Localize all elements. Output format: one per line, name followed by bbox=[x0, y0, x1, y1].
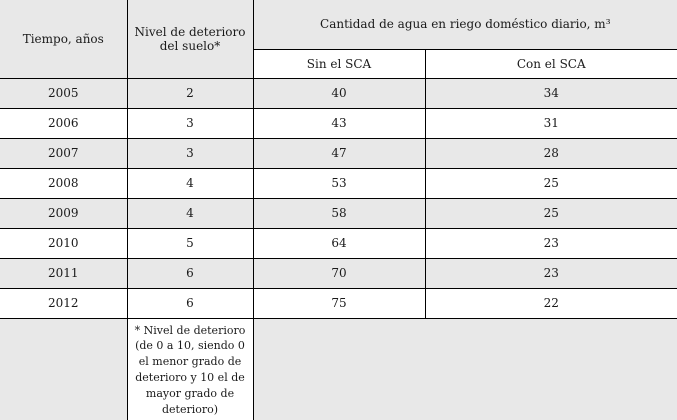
table-row: 2005 2 40 34 bbox=[0, 77, 677, 109]
footnote-row: * Nivel de deterioro (de 0 a 10, siendo … bbox=[0, 317, 677, 420]
header-cantidad-agua-group: Cantidad de agua en riego doméstico diar… bbox=[252, 0, 677, 50]
footer-empty-left-cell bbox=[0, 317, 128, 420]
without-sca-cell: 40 bbox=[252, 77, 426, 109]
without-sca-cell: 70 bbox=[252, 257, 426, 289]
soil-level-cell: 2 bbox=[126, 77, 254, 109]
table-row: 2007 3 47 28 bbox=[0, 137, 677, 169]
year-cell: 2011 bbox=[0, 257, 128, 289]
year-cell: 2010 bbox=[0, 227, 128, 259]
with-sca-cell: 28 bbox=[424, 137, 677, 169]
header-tiempo: Tiempo, años bbox=[0, 0, 128, 79]
soil-level-cell: 3 bbox=[126, 137, 254, 169]
without-sca-cell: 64 bbox=[252, 227, 426, 259]
with-sca-cell: 34 bbox=[424, 77, 677, 109]
year-cell: 2012 bbox=[0, 287, 128, 319]
year-cell: 2007 bbox=[0, 137, 128, 169]
table-row: 2006 3 43 31 bbox=[0, 107, 677, 139]
footnote-cell: * Nivel de deterioro (de 0 a 10, siendo … bbox=[126, 317, 254, 420]
with-sca-cell: 23 bbox=[424, 227, 677, 259]
with-sca-cell: 23 bbox=[424, 257, 677, 289]
soil-level-cell: 4 bbox=[126, 197, 254, 229]
soil-level-cell: 5 bbox=[126, 227, 254, 259]
table-row: 2008 4 53 25 bbox=[0, 167, 677, 199]
year-cell: 2009 bbox=[0, 197, 128, 229]
year-cell: 2005 bbox=[0, 77, 128, 109]
without-sca-cell: 43 bbox=[252, 107, 426, 139]
with-sca-cell: 25 bbox=[424, 197, 677, 229]
year-cell: 2008 bbox=[0, 167, 128, 199]
without-sca-cell: 58 bbox=[252, 197, 426, 229]
without-sca-cell: 47 bbox=[252, 137, 426, 169]
header-sin-sca: Sin el SCA bbox=[253, 48, 426, 79]
soil-level-cell: 6 bbox=[126, 287, 254, 319]
table-row: 2010 5 64 23 bbox=[0, 227, 677, 259]
soil-level-cell: 3 bbox=[126, 107, 254, 139]
without-sca-cell: 75 bbox=[252, 287, 426, 319]
with-sca-cell: 22 bbox=[424, 287, 677, 319]
table-row: 2011 6 70 23 bbox=[0, 257, 677, 289]
header-con-sca: Con el SCA bbox=[424, 48, 677, 79]
with-sca-cell: 25 bbox=[424, 167, 677, 199]
soil-level-cell: 6 bbox=[126, 257, 254, 289]
header-nivel-deterioro: Nivel de deterioro del suelo* bbox=[126, 0, 254, 79]
with-sca-cell: 31 bbox=[424, 107, 677, 139]
year-cell: 2006 bbox=[0, 107, 128, 139]
footer-empty-right-cell bbox=[252, 317, 677, 420]
without-sca-cell: 53 bbox=[252, 167, 426, 199]
table-row: 2009 4 58 25 bbox=[0, 197, 677, 229]
table-row: 2012 6 75 22 bbox=[0, 287, 677, 319]
soil-level-cell: 4 bbox=[126, 167, 254, 199]
